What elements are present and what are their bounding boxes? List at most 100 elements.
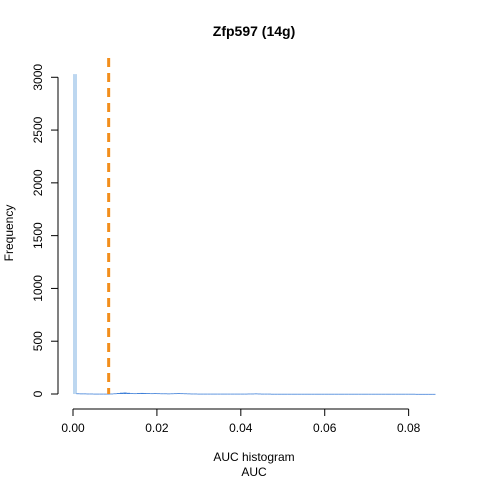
histogram-bar xyxy=(277,393,282,395)
histogram-bar xyxy=(143,393,147,394)
histogram-bar xyxy=(411,393,416,395)
histogram-bar xyxy=(230,393,235,395)
histogram-bar xyxy=(331,393,335,395)
histogram-bar xyxy=(388,393,392,395)
histogram-bar xyxy=(344,393,349,395)
histogram-bar xyxy=(314,393,319,395)
histogram-bar xyxy=(297,393,302,395)
histogram-bar xyxy=(207,393,211,395)
histogram-bar xyxy=(126,392,131,394)
histogram-bar xyxy=(348,393,352,395)
histogram-bar xyxy=(73,74,77,395)
histogram-bar xyxy=(130,393,134,394)
histogram-bar xyxy=(418,393,423,395)
histogram-bar xyxy=(378,393,382,395)
histogram-bar xyxy=(136,393,141,394)
histogram-bar xyxy=(375,393,379,395)
histogram-bar xyxy=(166,393,171,395)
histogram-bar xyxy=(140,392,144,394)
histogram-bar xyxy=(240,393,245,395)
histogram-bar xyxy=(341,393,345,395)
histogram-bar xyxy=(371,393,376,395)
histogram-bar xyxy=(187,393,191,395)
histogram-bar xyxy=(146,393,151,394)
histogram-bar xyxy=(260,393,265,395)
histogram-bar xyxy=(368,393,372,395)
histogram-bar xyxy=(244,393,248,395)
histogram-bar xyxy=(381,393,386,395)
histogram-bar xyxy=(432,393,436,395)
histogram-bar xyxy=(197,393,201,395)
histogram-bar xyxy=(133,393,137,395)
histogram-bar xyxy=(93,393,97,395)
histogram-bar xyxy=(405,393,409,395)
histogram-bar xyxy=(79,393,84,395)
histogram-bar xyxy=(318,393,322,395)
x-axis-sub-label: AUC histogram xyxy=(213,450,294,464)
histogram-bar xyxy=(76,393,80,395)
histogram-bar xyxy=(160,393,164,395)
histogram-bar xyxy=(257,393,261,395)
histogram-bar xyxy=(103,393,107,395)
histogram-bar xyxy=(395,393,399,395)
histogram-bar xyxy=(254,393,258,395)
histogram-bar xyxy=(415,393,419,395)
histogram-bar xyxy=(247,393,251,395)
histogram-bar xyxy=(106,393,110,395)
histogram-bar xyxy=(365,393,369,395)
y-tick-label: 2000 xyxy=(31,169,45,196)
histogram-bar xyxy=(177,393,181,394)
histogram-bar xyxy=(83,393,87,395)
histogram-bar xyxy=(401,393,406,395)
histogram-bar xyxy=(311,393,315,395)
histogram-bar xyxy=(391,393,396,395)
chart-title: Zfp597 (14g) xyxy=(213,23,295,39)
histogram-bar xyxy=(408,393,412,395)
x-axis: 0.00 0.02 0.04 0.06 0.08 xyxy=(61,408,421,435)
histogram-bar xyxy=(190,393,194,395)
y-tick-label: 3000 xyxy=(31,64,45,91)
histogram-bar xyxy=(170,393,174,395)
histogram-bar xyxy=(109,393,114,395)
x-tick-label: 0.08 xyxy=(397,421,421,435)
x-tick-label: 0.00 xyxy=(61,421,85,435)
histogram-bar xyxy=(250,393,255,395)
histogram-bar xyxy=(264,393,268,395)
histogram-bar xyxy=(156,393,161,395)
histogram-bars xyxy=(73,74,436,395)
histogram-bar xyxy=(301,393,305,395)
histogram-bar xyxy=(163,393,167,395)
histogram-bar xyxy=(294,393,298,395)
histogram-bar xyxy=(338,393,342,395)
x-tick-label: 0.06 xyxy=(313,421,337,435)
histogram-bar xyxy=(234,393,238,395)
histogram-bar xyxy=(119,392,124,394)
x-tick-label: 0.04 xyxy=(229,421,253,435)
y-tick-label: 500 xyxy=(31,331,45,351)
histogram-bar xyxy=(307,393,312,395)
histogram-bar xyxy=(354,393,359,395)
histogram-bar xyxy=(422,393,426,395)
histogram-bar xyxy=(351,393,355,395)
histogram-bar xyxy=(284,393,288,395)
histogram-bar xyxy=(425,393,429,395)
histogram-bar xyxy=(150,393,154,395)
histogram-bar xyxy=(224,393,228,395)
histogram-bar xyxy=(113,393,117,395)
histogram-bar xyxy=(237,393,241,395)
histogram-bar xyxy=(304,393,308,395)
histogram-bar xyxy=(334,393,339,395)
histogram-bar xyxy=(385,393,389,395)
histogram-bar xyxy=(287,393,292,395)
histogram-bar xyxy=(267,393,272,395)
histogram-bar xyxy=(274,393,278,395)
histogram-bar xyxy=(321,393,325,395)
y-tick-label: 1000 xyxy=(31,275,45,302)
histogram-bar xyxy=(180,393,184,395)
histogram-bar xyxy=(96,393,100,395)
histogram-bar xyxy=(86,393,90,395)
histogram-bar xyxy=(183,393,188,395)
y-tick-label: 0 xyxy=(31,390,45,397)
histogram-bar xyxy=(227,393,231,395)
